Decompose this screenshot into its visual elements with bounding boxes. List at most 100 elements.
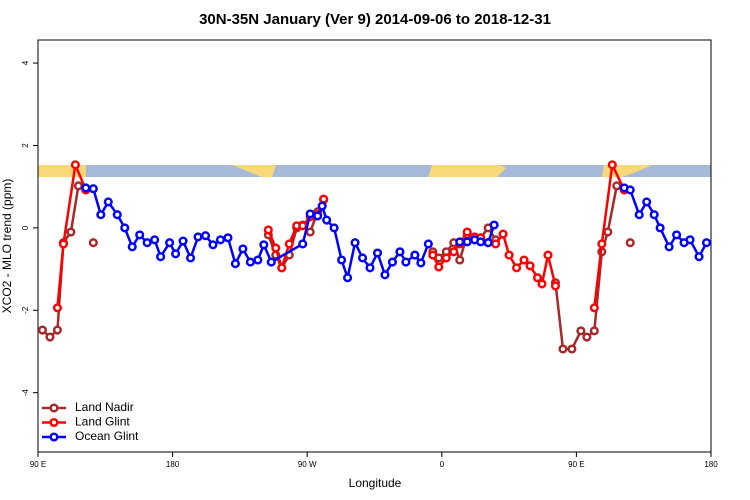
data-point: [395, 247, 405, 257]
data-point: [543, 250, 553, 260]
data-point: [165, 238, 175, 248]
data-point: [634, 210, 644, 220]
data-point: [305, 227, 315, 237]
data-point: [489, 220, 499, 230]
data-point: [350, 238, 360, 248]
data-point: [642, 197, 652, 207]
data-point: [313, 211, 323, 221]
data-point: [66, 227, 76, 237]
data-point: [277, 263, 287, 273]
data-point: [525, 261, 535, 271]
y-tick-label: 2: [21, 143, 30, 148]
data-point: [441, 253, 451, 263]
data-point: [462, 227, 472, 237]
x-axis-label: Longitude: [349, 476, 402, 490]
data-point: [329, 223, 339, 233]
data-point: [558, 344, 568, 354]
data-point: [550, 281, 561, 291]
land-strip: [428, 165, 506, 177]
legend-marker: [49, 417, 59, 428]
data-point: [263, 225, 273, 235]
data-point: [208, 240, 218, 250]
data-point: [88, 184, 98, 194]
x-tick-label: 90 E: [30, 460, 46, 469]
data-point: [200, 231, 211, 241]
data-point: [410, 250, 420, 260]
y-tick-label: -2: [21, 306, 30, 314]
data-point: [576, 326, 586, 336]
data-point: [70, 160, 80, 170]
data-point: [607, 160, 617, 170]
data-point: [664, 242, 674, 252]
data-point: [603, 227, 613, 237]
land-strip: [232, 165, 276, 177]
data-point: [462, 237, 472, 247]
data-point: [387, 257, 397, 267]
data-point: [319, 194, 329, 204]
data-point: [96, 210, 106, 220]
data-point: [380, 270, 390, 280]
legend-marker: [49, 403, 59, 413]
data-point: [434, 262, 444, 272]
data-point: [455, 237, 465, 247]
y-axis-label: XCO2 - MLO trend (ppm): [0, 179, 14, 314]
legend-label: Land Nadir: [75, 400, 134, 414]
data-point: [537, 279, 547, 289]
data-point: [58, 239, 68, 249]
data-point: [365, 263, 375, 273]
data-point: [142, 238, 152, 248]
data-point: [259, 240, 269, 250]
ocean-strip: [38, 165, 711, 177]
data-point: [103, 197, 113, 207]
x-tick-label: 180: [704, 460, 718, 469]
data-point: [223, 233, 233, 243]
data-point: [171, 249, 181, 259]
data-point: [476, 237, 486, 247]
data-point: [416, 258, 426, 268]
data-point: [150, 235, 160, 245]
data-point: [512, 263, 522, 273]
data-point: [401, 257, 411, 267]
data-point: [135, 230, 145, 240]
data-point: [483, 238, 493, 248]
data-point: [271, 243, 281, 253]
x-tick-label: 180: [166, 460, 180, 469]
data-point: [73, 181, 83, 191]
data-point: [649, 210, 659, 220]
data-point: [317, 201, 327, 211]
data-point: [685, 235, 695, 245]
data-point: [156, 252, 166, 262]
data-point: [81, 183, 91, 193]
y-tick-label: -4: [21, 389, 30, 397]
data-point: [185, 253, 196, 263]
data-point: [428, 250, 438, 260]
data-point: [120, 223, 130, 233]
data-point: [178, 236, 188, 246]
data-point: [266, 257, 276, 267]
legend-marker: [49, 432, 59, 442]
data-point: [625, 185, 635, 195]
x-tick-label: 90 W: [298, 460, 317, 469]
legend-label: Land Glint: [75, 415, 130, 429]
data-point: [215, 235, 226, 245]
data-point: [491, 239, 501, 249]
legend-label: Ocean Glint: [75, 429, 139, 443]
data-point: [455, 255, 465, 265]
data-point: [423, 239, 433, 249]
y-tick-label: 0: [21, 225, 30, 230]
data-point: [701, 238, 712, 248]
data-point: [519, 255, 529, 265]
data-point: [625, 238, 635, 248]
data-point: [612, 181, 622, 191]
data-point: [694, 252, 704, 262]
data-point: [305, 209, 315, 219]
data-point: [357, 253, 368, 263]
data-point: [589, 303, 599, 313]
data-point: [284, 239, 294, 249]
data-point: [245, 257, 255, 267]
data-point: [298, 221, 308, 231]
data-point: [127, 242, 137, 252]
data-point: [298, 239, 308, 249]
data-point: [582, 332, 592, 342]
